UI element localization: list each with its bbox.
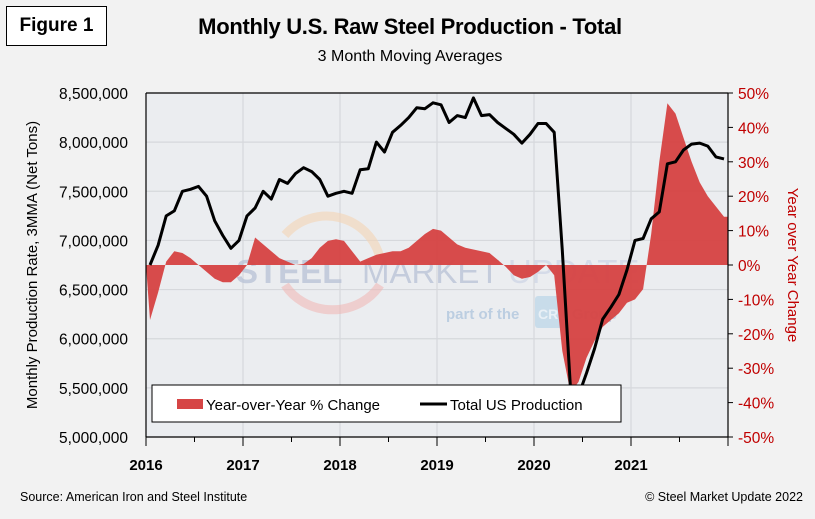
y-tick-label: 6,500,000 [59, 283, 128, 300]
y-tick-label: 5,000,000 [59, 430, 128, 447]
legend: Year-over-Year % Change Total US Product… [151, 384, 622, 423]
y2-tick-label: -40% [738, 396, 774, 413]
source-note: Source: American Iron and Steel Institut… [20, 490, 248, 504]
chart-subtitle: 3 Month Moving Averages [317, 48, 503, 65]
x-tick-label: 2021 [614, 457, 647, 474]
y-tick-label: 8,500,000 [59, 86, 128, 103]
yoy-area [146, 103, 728, 393]
x-tick-label: 2017 [226, 457, 259, 474]
y2-tick-label: 20% [738, 189, 769, 206]
y2-tick-label: 40% [738, 120, 769, 137]
x-tick-label: 2020 [517, 457, 550, 474]
watermark-tagline: part of the [446, 306, 519, 323]
legend-box [151, 384, 622, 423]
y-tick-label: 7,500,000 [59, 184, 128, 201]
y2-tick-label: -50% [738, 430, 774, 447]
y2-tick-label: 10% [738, 224, 769, 241]
y-tick-label: 6,000,000 [59, 332, 128, 349]
y2-tick-label: -20% [738, 327, 774, 344]
y2-tick-label: 30% [738, 155, 769, 172]
y2-axis-label: Year over Year Change [784, 188, 801, 343]
figure-label: Figure 1 [6, 6, 107, 46]
y-axis-ticks: 5,000,000 5,500,000 6,000,000 6,500,000 7,00… [59, 86, 128, 447]
y2-tick-label: 50% [738, 86, 769, 103]
x-tick-label: 2019 [420, 457, 453, 474]
y-tick-label: 5,500,000 [59, 381, 128, 398]
copyright-note: © Steel Market Update 2022 [645, 490, 803, 504]
x-tick-label: 2016 [129, 457, 162, 474]
legend-swatch-yoy [177, 399, 203, 409]
x-tick-label: 2018 [323, 457, 356, 474]
y-tick-label: 7,000,000 [59, 233, 128, 250]
y2-tick-label: 0% [738, 258, 761, 275]
legend-label-production: Total US Production [450, 397, 583, 414]
watermark-swoosh-bottom [281, 282, 384, 315]
x-axis-ticks: 2016 2017 2018 2019 2020 2021 [129, 437, 729, 474]
y-axis-label: Monthly Production Rate, 3MMA (Net Tons) [24, 121, 41, 409]
y-tick-label: 8,000,000 [59, 135, 128, 152]
watermark-swoosh-top [281, 211, 385, 260]
production-line [148, 96, 725, 398]
y2-tick-label: -10% [738, 292, 774, 309]
legend-label-yoy: Year-over-Year % Change [206, 397, 380, 414]
y2-axis-ticks: -50% -40% -30% -20% -10% 0% 10% 20% 30% 40% 50% [728, 86, 774, 447]
y2-tick-label: -30% [738, 361, 774, 378]
chart-title: Monthly U.S. Raw Steel Production - Tota… [198, 14, 622, 39]
